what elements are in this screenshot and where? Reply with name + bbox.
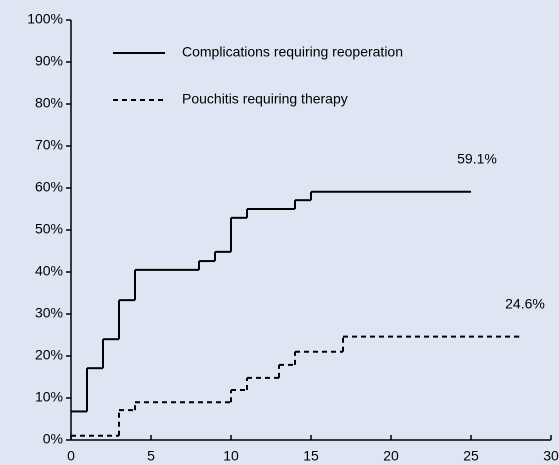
legend-label: Complications requiring reoperation xyxy=(182,44,403,60)
y-tick-label: 60% xyxy=(35,179,63,195)
x-tick-label: 20 xyxy=(383,448,399,464)
y-tick-label: 30% xyxy=(35,305,63,321)
x-tick-label: 30 xyxy=(543,448,559,464)
y-tick-label: 0% xyxy=(43,431,63,447)
x-tick-label: 25 xyxy=(463,448,479,464)
y-tick-label: 100% xyxy=(27,11,63,27)
y-tick-label: 40% xyxy=(35,263,63,279)
x-tick-label: 10 xyxy=(223,448,239,464)
y-tick-label: 80% xyxy=(35,95,63,111)
y-tick-label: 10% xyxy=(35,389,63,405)
y-tick-label: 50% xyxy=(35,221,63,237)
x-tick-label: 5 xyxy=(147,448,155,464)
annotation: 59.1% xyxy=(457,150,497,166)
x-tick-label: 0 xyxy=(67,448,75,464)
y-tick-label: 90% xyxy=(35,53,63,69)
y-tick-label: 20% xyxy=(35,347,63,363)
annotation: 24.6% xyxy=(505,295,545,311)
legend-label: Pouchitis requiring therapy xyxy=(182,91,348,107)
x-tick-label: 15 xyxy=(303,448,319,464)
y-tick-label: 70% xyxy=(35,137,63,153)
